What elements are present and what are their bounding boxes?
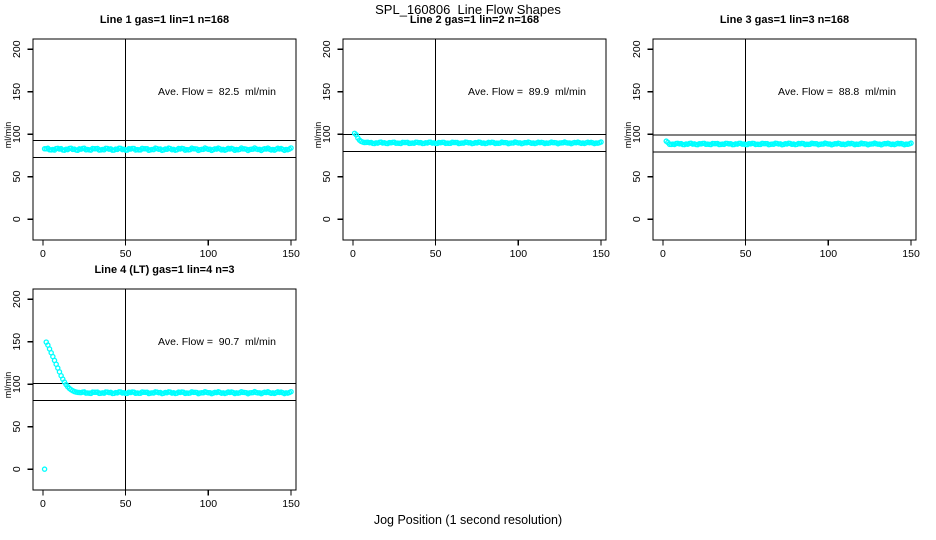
- data-point: [908, 140, 914, 146]
- x-tick-label: 150: [282, 498, 300, 510]
- panel-line3: 0 50 100 150 0 50 100 150 200 Line 3 gas=1 lin=3…: [620, 14, 936, 264]
- panel-line2: 0 50 100 150 0 50 100 150 200 Line 2 gas=1 lin=2…: [310, 14, 626, 264]
- x-tick-label: 0: [350, 248, 356, 260]
- panel-line4-ylabel: ml/min: [3, 371, 13, 399]
- y-tick-label: 0: [11, 216, 23, 222]
- panel-line3-ave-flow: Ave. Flow = 88.8 ml/min: [778, 86, 896, 98]
- plot-box: [32, 288, 297, 491]
- line1-plot: 0 50 100 150 0 50 100 150 200: [11, 38, 300, 260]
- plot-box: [652, 38, 917, 241]
- y-tick-label: 0: [321, 216, 333, 222]
- y-tick-label: 100: [631, 125, 643, 143]
- y-tick-label: 100: [11, 375, 23, 393]
- x-axis-label: Jog Position (1 second resolution): [373, 513, 563, 527]
- line2-plot: 0 50 100 150 0 50 100 150 200: [321, 38, 610, 260]
- data-point: [288, 145, 294, 151]
- panel-line1-ylabel: ml/min: [3, 121, 13, 149]
- panel-line2-ave-flow: Ave. Flow = 89.9 ml/min: [468, 86, 586, 98]
- x-tick-label: 50: [120, 498, 132, 510]
- x-tick-label: 0: [40, 248, 46, 260]
- y-tick-label: 150: [631, 83, 643, 101]
- y-tick-label: 200: [321, 40, 333, 58]
- page-title: SPL_160806 Line Flow Shapes: [375, 2, 561, 17]
- y-tick-label: 100: [321, 125, 333, 143]
- x-tick-label: 50: [430, 248, 442, 260]
- line4-plot: 0 50 100 150 0 50 100 150 200: [11, 288, 300, 510]
- panel-line3-title: Line 3 gas=1 lin=3 n=168: [719, 14, 850, 26]
- x-tick-label: 150: [902, 248, 920, 260]
- panel-line3-ylabel: ml/min: [623, 121, 633, 149]
- x-tick-label: 150: [282, 248, 300, 260]
- x-tick-label: 100: [510, 248, 528, 260]
- data-point: [598, 139, 604, 145]
- y-tick-label: 0: [11, 466, 23, 472]
- y-tick-label: 150: [11, 333, 23, 351]
- y-tick-label: 200: [11, 40, 23, 58]
- x-tick-label: 100: [200, 498, 218, 510]
- data-point: [288, 388, 294, 395]
- panel-line2-title: Line 2 gas=1 lin=2 n=168: [409, 14, 540, 26]
- panel-line4-title: Line 4 (LT) gas=1 lin=4 n=3: [94, 264, 235, 276]
- panel-line1-ave-flow: Ave. Flow = 82.5 ml/min: [158, 86, 276, 98]
- panel-line1-title: Line 1 gas=1 lin=1 n=168: [99, 14, 230, 26]
- plot-box: [32, 38, 297, 241]
- x-tick-label: 150: [592, 248, 610, 260]
- x-tick-label: 100: [820, 248, 838, 260]
- x-tick-label: 50: [740, 248, 752, 260]
- x-tick-label: 0: [40, 498, 46, 510]
- x-tick-label: 50: [120, 248, 132, 260]
- x-tick-label: 0: [660, 248, 666, 260]
- y-tick-label: 200: [631, 40, 643, 58]
- panel-line4: 0 50 100 150 0 50 100 150 200 Line 4 (LT) gas=1 …: [0, 264, 316, 514]
- y-tick-label: 50: [631, 171, 643, 183]
- y-tick-label: 150: [11, 83, 23, 101]
- y-tick-label: 150: [321, 83, 333, 101]
- panel-line1: 0 50 100 150 0 50 100 150 200 Line 1 gas=1 lin=1…: [0, 14, 316, 264]
- line3-plot: 0 50 100 150 0 50 100 150 200: [631, 38, 920, 260]
- y-tick-label: 0: [631, 216, 643, 222]
- panel-line4-ave-flow: Ave. Flow = 90.7 ml/min: [158, 336, 276, 348]
- y-tick-label: 50: [11, 421, 23, 433]
- y-tick-label: 100: [11, 125, 23, 143]
- y-tick-label: 50: [321, 171, 333, 183]
- y-tick-label: 200: [11, 290, 23, 308]
- panel-line2-ylabel: ml/min: [313, 121, 323, 149]
- plot-box: [342, 38, 607, 241]
- data-point: [41, 466, 48, 472]
- y-tick-label: 50: [11, 171, 23, 183]
- x-tick-label: 100: [200, 248, 218, 260]
